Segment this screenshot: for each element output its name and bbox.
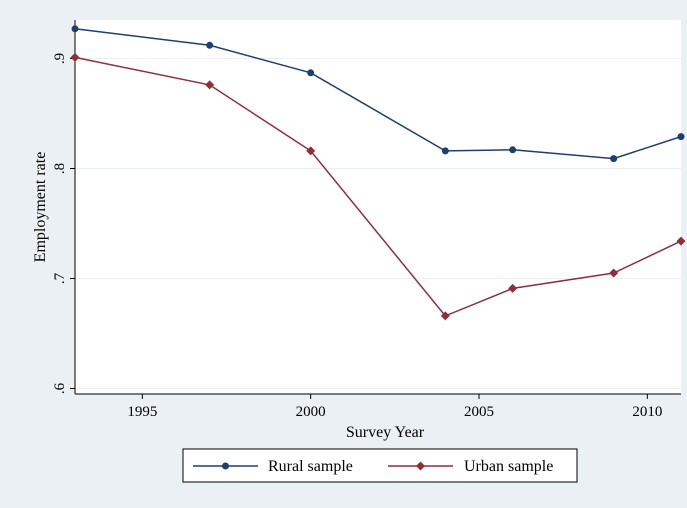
data-point-rural [677,133,685,141]
x-axis-ticks: 1995 2000 2005 2010 [127,394,662,420]
y-tick-label: .8 [52,163,68,174]
data-point-urban [676,236,686,246]
legend-urban-marker [416,461,425,471]
data-point-rural [610,155,618,163]
data-point-rural [206,41,214,49]
y-axis-title: Employment rate [32,152,49,263]
x-tick-label: 2005 [464,404,494,420]
legend-rural-marker [222,462,229,470]
x-tick-label: 2000 [296,404,326,420]
data-point-rural [307,69,315,77]
legend-urban-label: Urban sample [464,458,553,475]
data-point-urban [508,283,518,293]
plot-region [75,20,681,394]
data-point-rural [441,147,449,155]
x-tick-label: 1995 [127,404,157,420]
legend-rural-label: Rural sample [268,458,353,475]
series-group [70,25,686,321]
x-tick-label: 2010 [632,404,662,420]
data-point-rural [71,25,79,33]
data-point-urban [306,146,316,156]
y-axis-ticks: .6 .7 .8 .9 [52,53,75,394]
y-tick-label: .9 [52,53,68,64]
data-point-urban [440,311,450,321]
y-tick-label: .7 [52,272,68,284]
y-tick-label: .6 [52,382,68,394]
data-point-urban [609,268,619,278]
x-axis-title: Survey Year [346,424,425,441]
grid-lines [75,58,681,389]
data-point-urban [70,52,80,62]
data-point-rural [509,146,517,154]
data-point-urban [205,80,215,90]
